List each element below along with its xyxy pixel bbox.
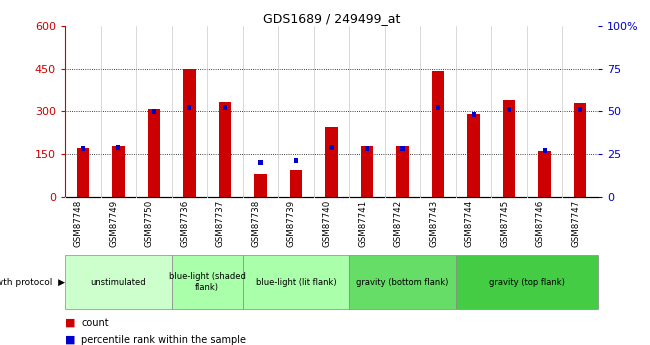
Text: GSM87750: GSM87750 [145, 200, 154, 247]
Text: gravity (bottom flank): gravity (bottom flank) [356, 277, 448, 287]
Text: GSM87740: GSM87740 [322, 200, 332, 247]
Bar [65, 255, 172, 309]
Text: GSM87742: GSM87742 [393, 200, 402, 247]
Bar [578, 107, 582, 112]
Bar [172, 255, 242, 309]
Bar [294, 158, 298, 163]
Bar [187, 105, 192, 110]
Text: GSM87739: GSM87739 [287, 200, 296, 247]
Text: GSM87744: GSM87744 [465, 200, 474, 247]
Bar [254, 175, 266, 197]
Bar [456, 255, 598, 309]
Bar [436, 105, 440, 110]
Bar [242, 255, 349, 309]
Bar [223, 105, 227, 110]
Bar [81, 146, 85, 151]
Bar [471, 112, 476, 117]
Bar [290, 170, 302, 197]
Bar [183, 69, 196, 197]
Bar [349, 255, 456, 309]
Bar [325, 127, 338, 197]
Text: growth protocol  ▶: growth protocol ▶ [0, 277, 65, 287]
Text: GSM87748: GSM87748 [73, 200, 83, 247]
Bar [151, 109, 156, 114]
Bar [365, 146, 369, 151]
Text: GSM87747: GSM87747 [571, 200, 580, 247]
Bar [507, 107, 512, 112]
Text: GSM87746: GSM87746 [536, 200, 545, 247]
Bar [330, 145, 333, 150]
Bar [574, 103, 586, 197]
Bar [77, 148, 89, 197]
Text: unstimulated: unstimulated [90, 277, 146, 287]
Bar [400, 146, 405, 151]
Bar [148, 109, 160, 197]
Text: GSM87738: GSM87738 [252, 200, 261, 247]
Bar [543, 148, 547, 153]
Text: percentile rank within the sample: percentile rank within the sample [81, 335, 246, 345]
Title: GDS1689 / 249499_at: GDS1689 / 249499_at [263, 12, 400, 25]
Text: GSM87749: GSM87749 [109, 200, 118, 247]
Bar [361, 146, 373, 197]
Bar [538, 151, 551, 197]
Bar [116, 145, 120, 150]
Bar [218, 102, 231, 197]
Text: gravity (top flank): gravity (top flank) [489, 277, 565, 287]
Bar [467, 114, 480, 197]
Text: count: count [81, 318, 109, 327]
Text: GSM87737: GSM87737 [216, 200, 225, 247]
Text: ■: ■ [65, 318, 75, 327]
Text: blue-light (lit flank): blue-light (lit flank) [255, 277, 336, 287]
Text: GSM87736: GSM87736 [180, 200, 189, 247]
Text: GSM87745: GSM87745 [500, 200, 509, 247]
Text: GSM87741: GSM87741 [358, 200, 367, 247]
Text: GSM87743: GSM87743 [429, 200, 438, 247]
Text: blue-light (shaded
flank): blue-light (shaded flank) [169, 272, 246, 292]
Text: ■: ■ [65, 335, 75, 345]
Bar [112, 146, 125, 197]
Bar [396, 146, 409, 197]
Bar [432, 71, 445, 197]
Bar [503, 100, 515, 197]
Bar [258, 160, 263, 165]
